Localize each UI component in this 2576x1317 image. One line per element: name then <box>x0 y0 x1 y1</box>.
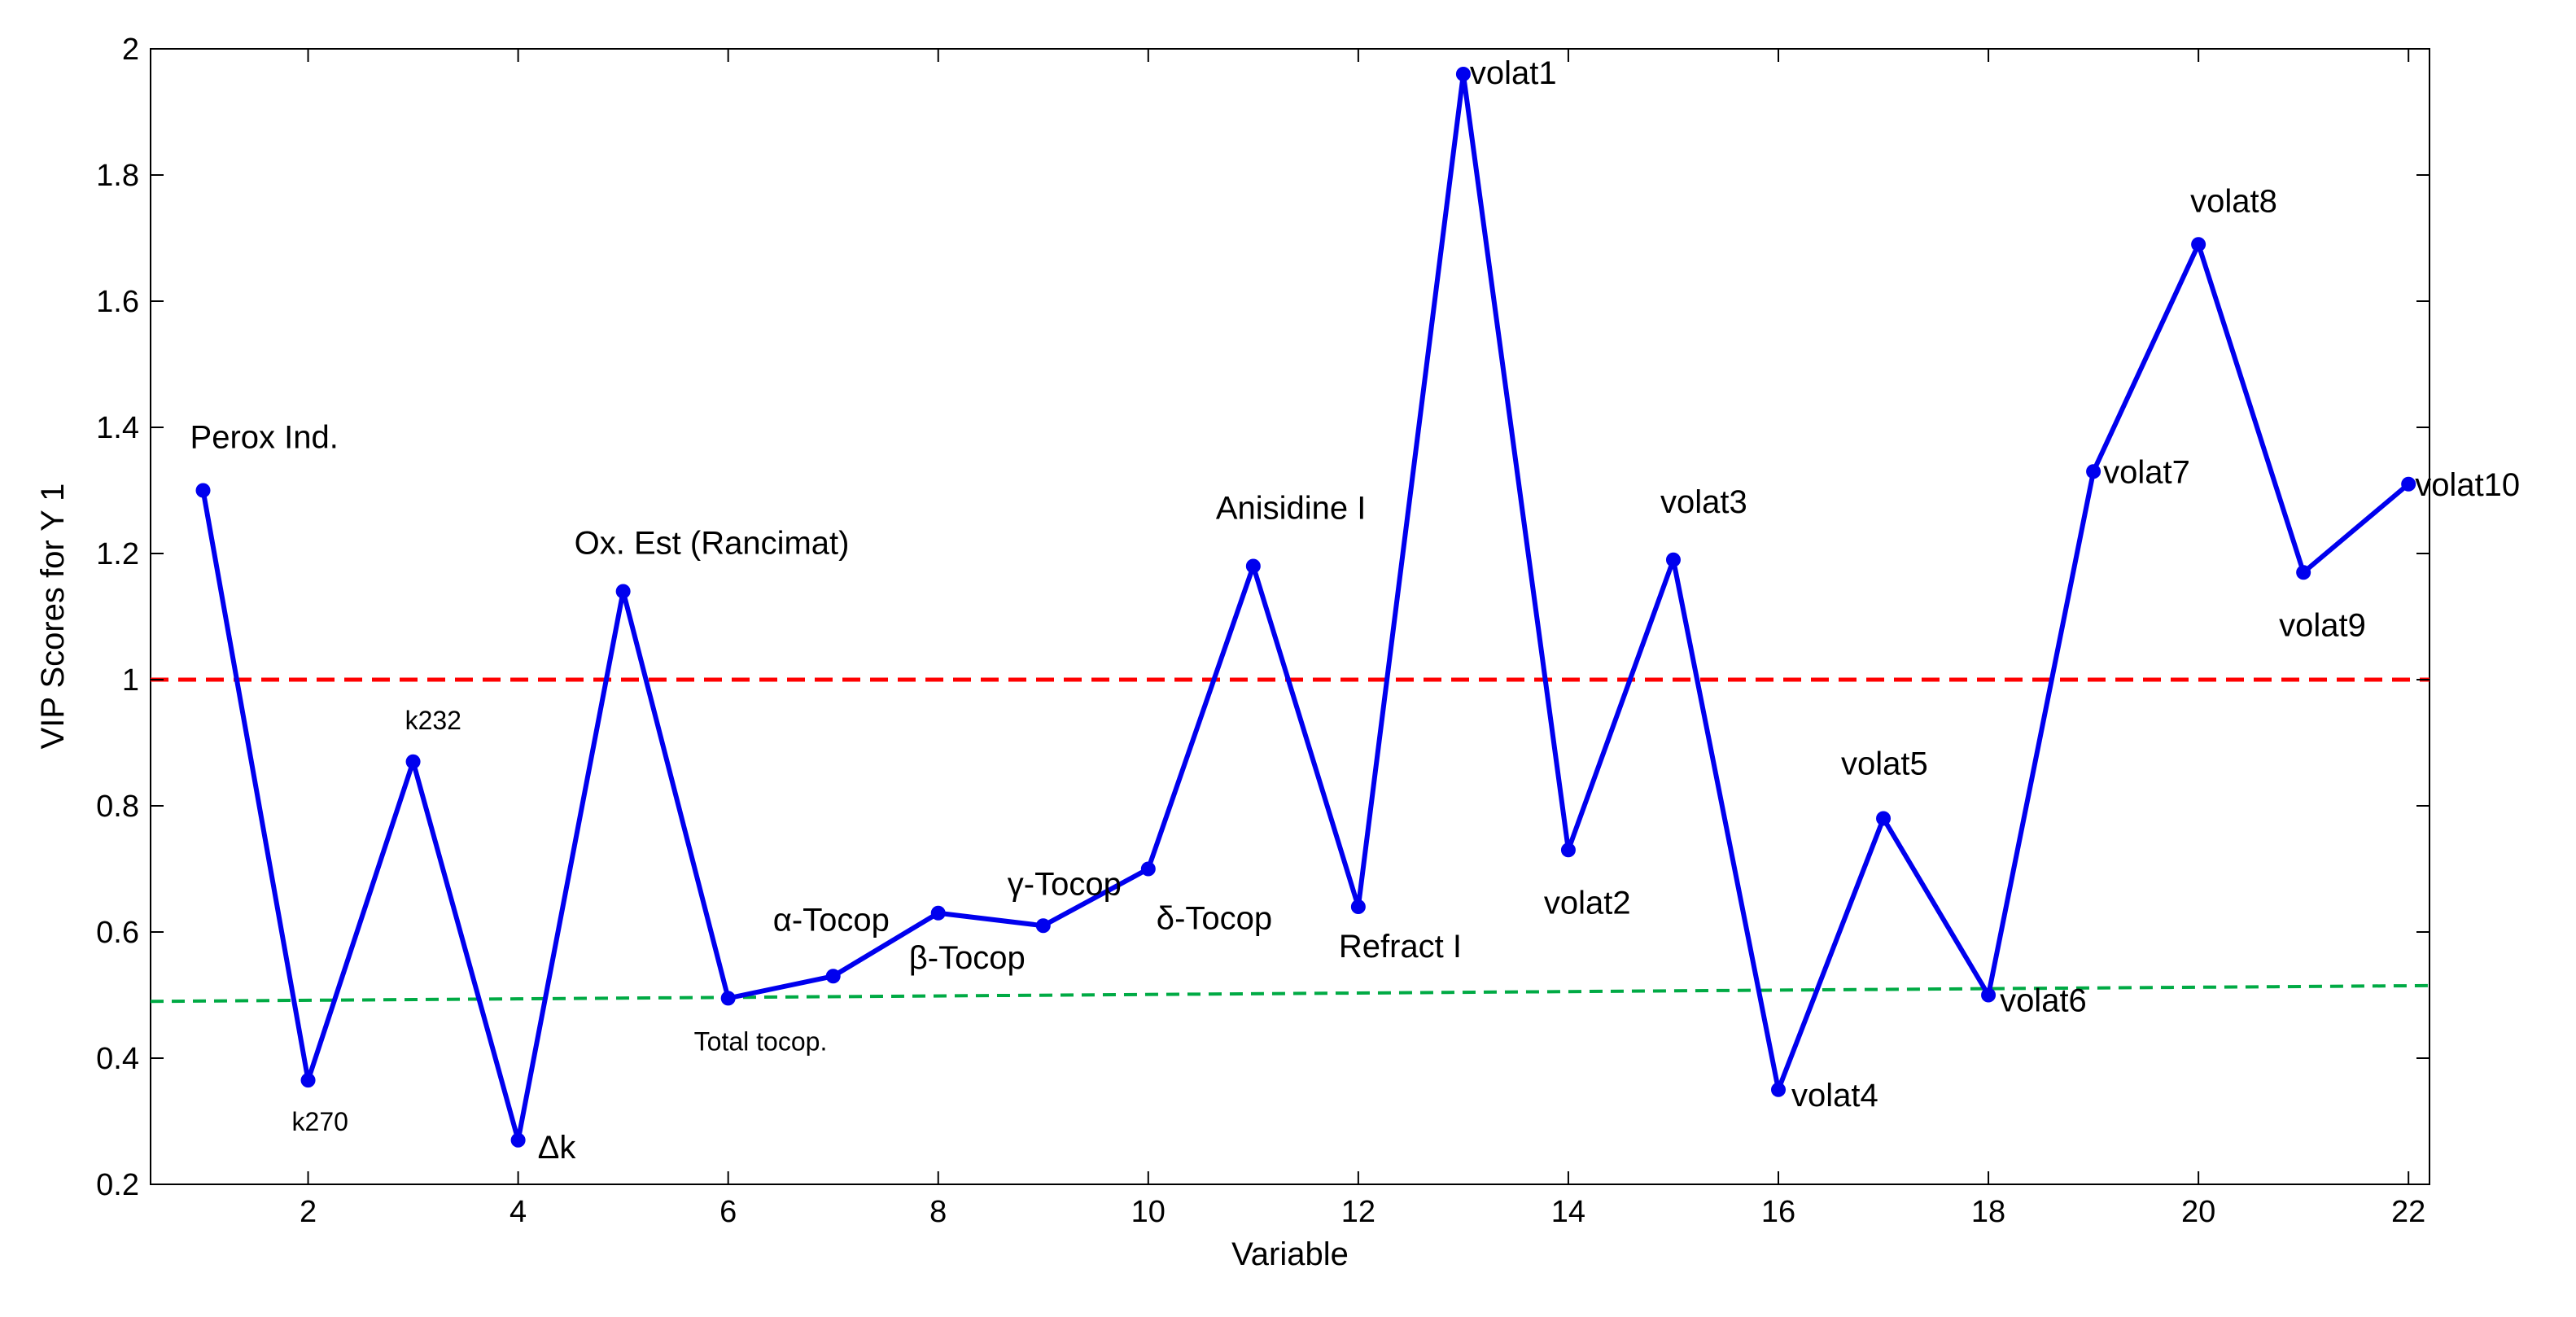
point-label-18: volat6 <box>2000 983 2087 1019</box>
y-axis-label: VIP Scores for Y 1 <box>35 483 71 750</box>
data-point-13 <box>1455 67 1471 81</box>
plot-area <box>150 48 2430 1185</box>
data-point-9 <box>1035 918 1051 934</box>
x-tick-label: 20 <box>2181 1195 2215 1229</box>
y-tick-label: 0.2 <box>96 1168 139 1202</box>
x-tick-label: 16 <box>1761 1195 1795 1229</box>
x-axis-label: Variable <box>1231 1236 1349 1272</box>
point-label-6: Total tocop. <box>694 1026 828 1056</box>
point-label-20: volat8 <box>2190 183 2277 219</box>
y-tick-label: 2 <box>122 33 139 67</box>
point-label-5: Ox. Est (Rancimat) <box>575 526 850 562</box>
data-point-15 <box>1665 552 1681 567</box>
point-labels: Perox Ind. k270 k232 Δk Ox. Est (Rancimat) To… <box>190 55 2521 1166</box>
x-tick-label: 12 <box>1341 1195 1375 1229</box>
data-point-2 <box>300 1073 316 1088</box>
point-label-19: volat7 <box>2103 454 2190 490</box>
data-point-17 <box>1876 811 1892 826</box>
y-axis-ticks: 0.2 0.4 0.6 0.8 1 1.2 1.4 1.6 1.8 2 <box>96 33 2429 1202</box>
data-point-16 <box>1771 1082 1786 1097</box>
y-tick-label: 1.2 <box>96 537 139 571</box>
point-label-15: volat3 <box>1660 484 1747 520</box>
data-point-7 <box>825 969 841 984</box>
x-axis-ticks: 2 4 6 8 10 12 14 16 18 20 22 <box>300 49 2425 1229</box>
y-tick-label: 0.8 <box>96 790 139 824</box>
data-point-19 <box>2086 464 2101 479</box>
y-tick-label: 1.8 <box>96 159 139 193</box>
data-point-14 <box>1560 842 1576 858</box>
y-tick-label: 0.4 <box>96 1042 139 1076</box>
y-tick-label: 1.4 <box>96 411 139 445</box>
x-tick-label: 14 <box>1551 1195 1585 1229</box>
data-point-5 <box>615 584 631 599</box>
point-label-8: β-Tocop <box>909 940 1026 976</box>
x-tick-label: 6 <box>719 1195 737 1229</box>
point-label-13: volat1 <box>1470 55 1557 91</box>
point-label-22: volat10 <box>2415 467 2520 503</box>
point-label-9: γ-Tocop <box>1008 866 1122 902</box>
x-tick-label: 2 <box>300 1195 317 1229</box>
data-point-3 <box>405 754 421 769</box>
data-point-21 <box>2296 565 2311 580</box>
y-tick-label: 1.6 <box>96 285 139 319</box>
x-tick-label: 10 <box>1131 1195 1166 1229</box>
data-series <box>195 67 2416 1148</box>
point-label-17: volat5 <box>1841 746 1928 782</box>
data-point-10 <box>1140 861 1156 877</box>
point-label-7: α-Tocop <box>773 902 890 938</box>
point-label-14: volat2 <box>1544 885 1631 921</box>
point-label-2: k270 <box>292 1107 348 1136</box>
data-point-20 <box>2191 237 2206 252</box>
x-tick-label: 8 <box>929 1195 947 1229</box>
data-point-22 <box>2401 476 2416 492</box>
y-tick-label: 1 <box>122 663 139 698</box>
data-point-11 <box>1245 558 1261 574</box>
point-label-10: δ-Tocop <box>1157 901 1272 937</box>
x-tick-label: 22 <box>2391 1195 2425 1229</box>
point-label-12: Refract I <box>1339 929 1462 965</box>
x-tick-label: 4 <box>510 1195 527 1229</box>
point-label-16: volat4 <box>1791 1078 1878 1114</box>
data-point-12 <box>1350 899 1366 914</box>
data-point-8 <box>930 905 946 921</box>
x-tick-label: 18 <box>1971 1195 2005 1229</box>
data-point-18 <box>1981 987 1997 1003</box>
point-label-21: volat9 <box>2279 607 2366 643</box>
point-label-11: Anisidine I <box>1216 491 1367 527</box>
data-point-4 <box>510 1132 526 1148</box>
data-point-1 <box>195 483 211 498</box>
point-label-1: Perox Ind. <box>190 420 339 456</box>
point-label-3: k232 <box>405 706 461 735</box>
data-point-6 <box>720 991 736 1006</box>
series-line <box>200 72 2411 1143</box>
point-label-4: Δk <box>538 1130 577 1166</box>
y-tick-label: 0.6 <box>96 916 139 950</box>
